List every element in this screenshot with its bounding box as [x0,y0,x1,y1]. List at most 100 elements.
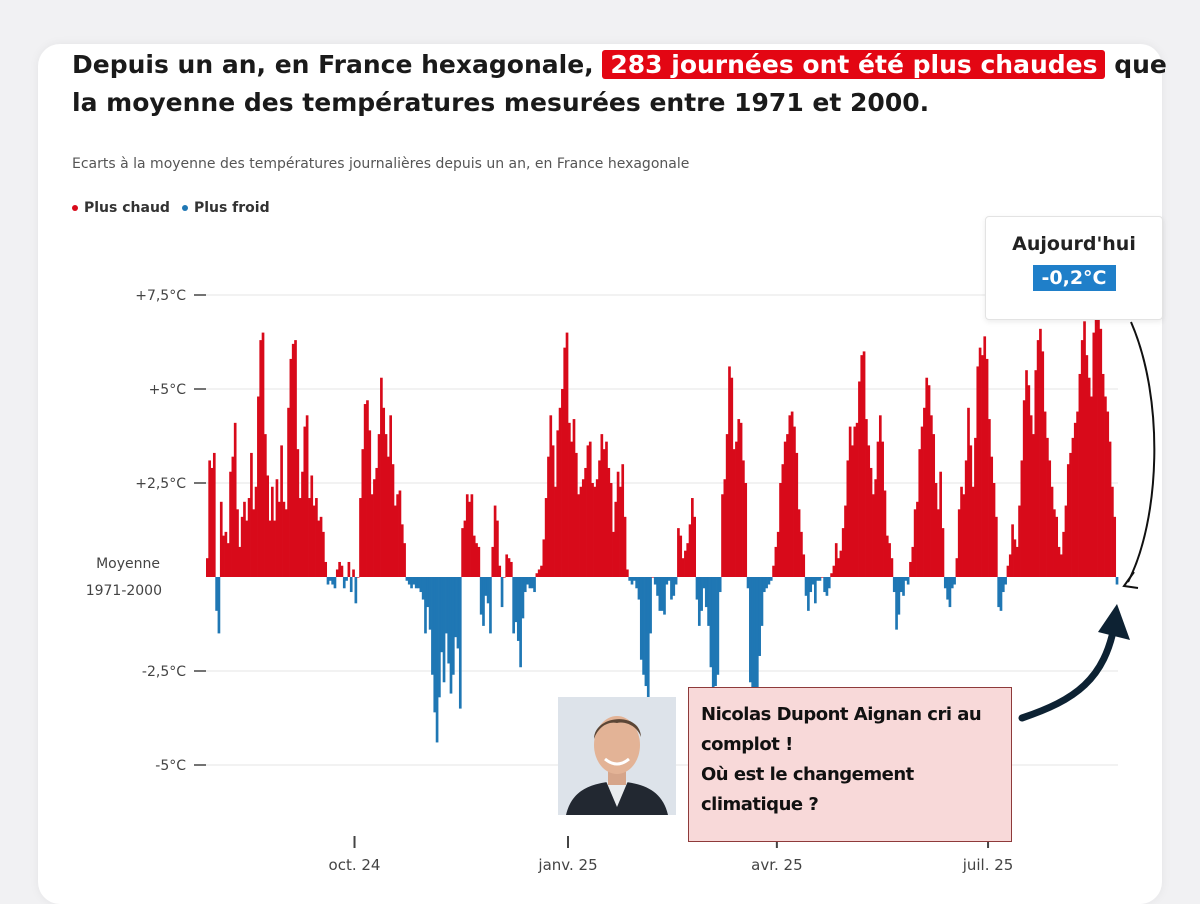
bar-cold [704,577,708,608]
bar-cold [479,577,483,615]
bar-warm [289,358,293,577]
bar-warm [772,565,775,577]
bar-cold [486,577,490,604]
bar-cold [632,577,636,581]
bar-warm [1050,486,1054,577]
bar-warm [1092,332,1096,577]
bar-warm [384,434,388,577]
bar-warm [503,577,506,578]
bar-cold [999,577,1003,611]
bar-warm [226,543,230,577]
bar-cold [814,577,817,604]
bar-warm [1111,486,1114,577]
bar-warm [1032,434,1035,577]
bar-warm [210,467,214,577]
bar-cold [667,577,671,581]
bar-warm [273,520,276,577]
bar-warm [282,501,286,577]
bar-warm [862,351,866,577]
bar-warm [577,494,580,577]
headline-part2: que la moyenne des températures mesurées… [72,50,1167,117]
bar-cold [333,577,337,589]
bar-cold [630,577,634,585]
bar-warm [605,441,608,577]
y-tick-label: -5°C [155,758,186,774]
bar-cold [331,577,334,585]
bar-cold [767,577,771,585]
bar-warm [574,452,578,577]
bar-warm [391,464,395,577]
bar-warm [259,340,263,577]
bar-warm [305,415,309,577]
bar-warm [1046,437,1049,577]
bar-warm [960,486,963,577]
bar-warm [874,479,878,577]
bar-warm [774,546,778,577]
chart-subtitle: Ecarts à la moyenne des températures jou… [72,156,690,172]
bar-cold [997,577,1000,608]
bar-warm [955,558,959,577]
bar-warm [619,486,622,577]
bar-cold [433,577,437,713]
bar-warm [356,577,360,578]
y-axis: +7,5°C +5°C +2,5°C Moyenne 1971-2000 -2,5°C -5… [86,288,206,774]
bar-cold [950,577,954,589]
bar-warm [368,430,372,577]
bar-warm [693,516,696,577]
portrait-photo [558,697,676,815]
bar-warm [563,347,567,577]
today-value-badge: -0,2°C [1032,265,1116,291]
bar-warm [568,422,571,577]
bar-warm [721,494,724,577]
bar-warm [869,467,873,577]
legend-item-warm: Plus chaud [72,200,170,216]
bar-warm [222,535,225,577]
bar-warm [609,483,613,577]
bar-cold [658,577,662,611]
legend-item-cold: Plus froid [181,200,270,216]
legend-label-cold: Plus froid [193,200,270,216]
bar-cold [758,577,761,656]
bar-warm [607,467,611,577]
bar-warm [978,347,982,577]
bar-warm [855,422,859,577]
bar-warm [338,561,341,577]
bar-warm [925,377,929,577]
bar-cold [417,577,420,589]
bar-warm [909,561,912,577]
bar-warm [786,434,789,577]
bar-cold [902,577,905,596]
bar-warm [505,554,509,577]
bar-warm [312,505,316,577]
bar-cold [765,577,768,589]
bar-warm [598,460,601,577]
bar-cold [405,577,409,581]
bar-warm [254,486,258,577]
bar-cold [749,577,752,683]
bar-cold [512,577,515,634]
bar-cold [644,577,648,687]
bar-warm [1062,531,1065,577]
bar-cold [484,577,488,596]
bar-warm [830,573,833,577]
bar-cold [528,577,532,589]
bar-warm [1029,415,1033,577]
bar-warm [245,520,249,577]
bar-warm [1097,313,1100,577]
bar-warm [860,355,864,577]
bar-warm [651,577,655,578]
bar-cold [1115,577,1119,585]
bar-warm [779,483,782,577]
bar-warm [396,494,399,577]
bar-warm [732,449,736,577]
bar-cold [526,577,529,585]
bar-warm [1064,505,1068,577]
bar-cold [458,577,462,709]
bar-warm [1087,377,1091,577]
bar-warm [556,430,560,577]
bar-warm [1071,437,1075,577]
bar-warm [1106,411,1110,577]
bar-cold [328,577,332,581]
bar-warm [315,498,318,577]
bar-cold [804,577,808,596]
